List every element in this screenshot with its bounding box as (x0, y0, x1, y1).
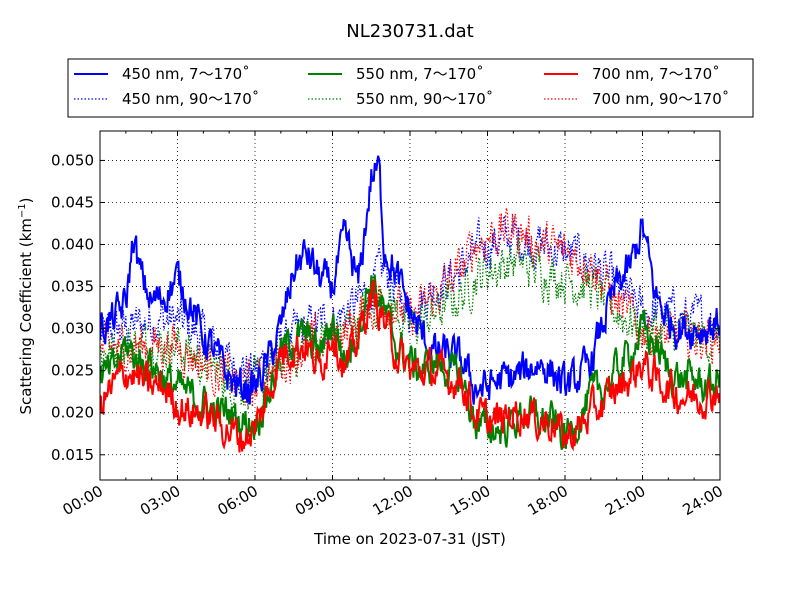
y-tick-label: 0.030 (51, 320, 94, 338)
legend-entry: 700 nm, 7～170˚ (592, 65, 720, 83)
y-tick-label: 0.040 (51, 236, 94, 254)
legend-entry: 550 nm, 90～170˚ (356, 90, 493, 108)
x-tick-label: 18:00 (525, 482, 571, 519)
series-line-450nm-dotted (100, 214, 720, 396)
y-axis-label-unit-exponent: −1 (17, 203, 28, 218)
y-axis-label: Scattering Coefficient (km−1) (17, 197, 35, 414)
series-line-700nm-dotted (100, 207, 720, 407)
y-axis-label-close: ) (17, 197, 35, 203)
series-line-550nm-dotted (100, 237, 720, 410)
legend-box (67, 58, 754, 118)
y-tick-label: 0.050 (51, 151, 94, 169)
grid-lines (100, 131, 720, 480)
y-tick-label: 0.015 (51, 446, 94, 464)
chart-title: NL230731.dat (346, 21, 473, 42)
x-tick-label: 03:00 (137, 482, 183, 519)
y-tick-label: 0.045 (51, 193, 94, 211)
legend-entry: 550 nm, 7～170˚ (356, 65, 484, 83)
x-tick-label: 06:00 (215, 482, 261, 519)
x-tick-label: 00:00 (60, 482, 106, 519)
series-line-450nm-solid (100, 155, 720, 405)
series-layer (100, 155, 720, 453)
y-tick-label: 0.025 (51, 362, 94, 380)
y-axis-label-main: Scattering Coefficient (km (17, 218, 35, 414)
x-tick-label: 15:00 (447, 482, 493, 519)
x-tick-label: 09:00 (292, 482, 338, 519)
series-line-550nm-solid (100, 274, 720, 450)
y-tick-label: 0.035 (51, 278, 94, 296)
x-tick-label: 24:00 (680, 482, 726, 519)
legend-entry: 700 nm, 90～170˚ (592, 90, 729, 108)
series-line-700nm-solid (100, 279, 720, 453)
y-tick-label: 0.020 (51, 404, 94, 422)
x-tick-label: 12:00 (370, 482, 416, 519)
legend: 450 nm, 7～170˚ 450 nm, 90～170˚ 550 nm, 7～1… (67, 58, 754, 118)
legend-entry: 450 nm, 90～170˚ (122, 90, 259, 108)
x-tick-label: 21:00 (602, 482, 648, 519)
legend-entry: 450 nm, 7～170˚ (122, 65, 250, 83)
x-axis-label: Time on 2023-07-31 (JST) (313, 530, 506, 548)
